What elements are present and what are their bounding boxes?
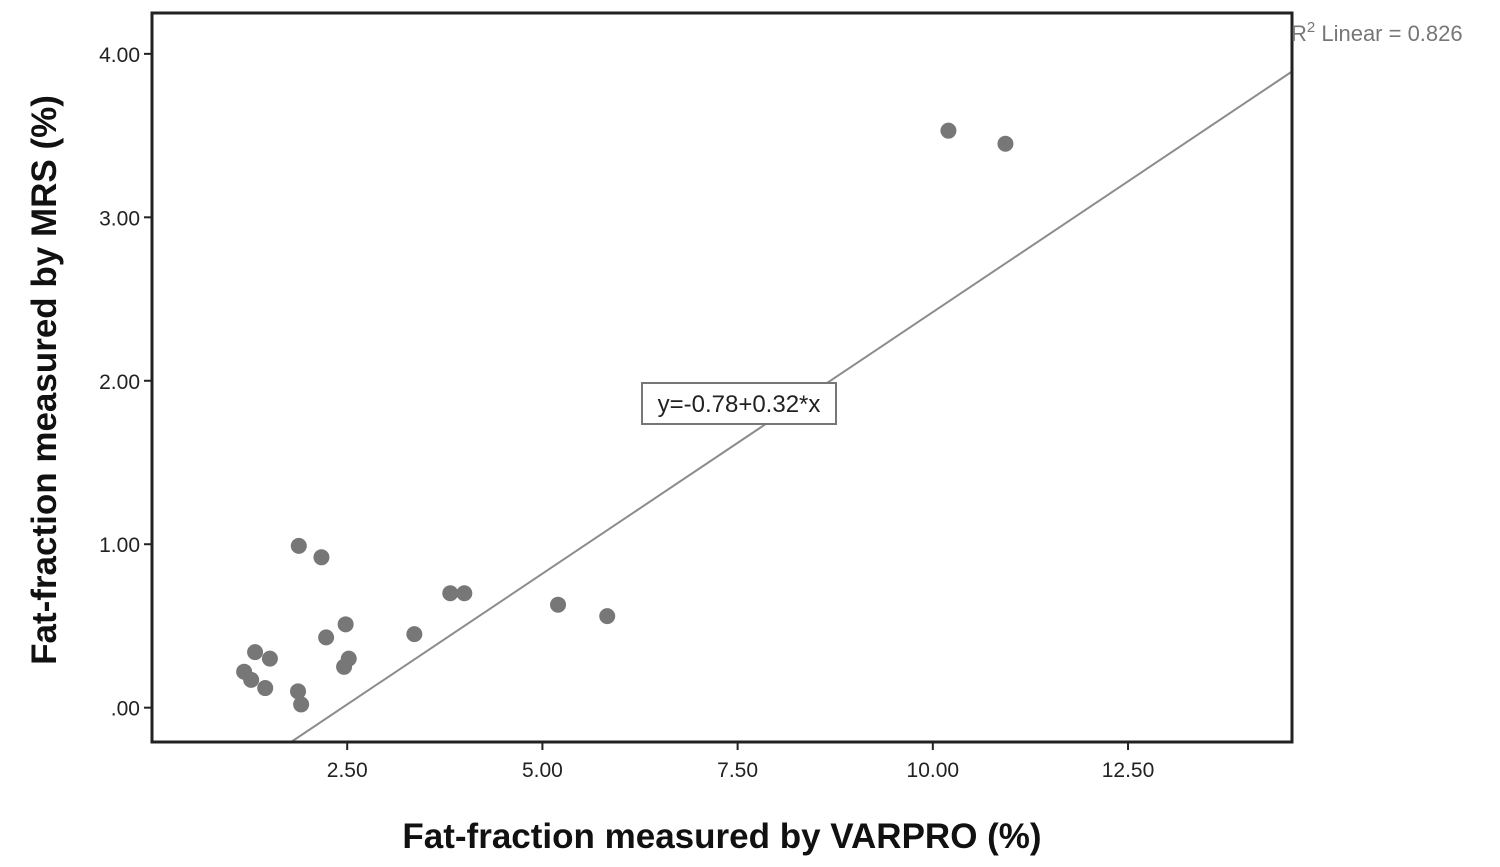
x-tick-label: 7.50 <box>717 759 758 782</box>
data-point <box>261 650 278 667</box>
data-point <box>340 650 357 667</box>
y-tick-label: .00 <box>111 698 140 721</box>
data-points <box>236 122 1014 713</box>
equation-annotation: y=-0.78+0.32*x <box>641 382 837 425</box>
r-squared-prefix: R <box>1291 21 1307 46</box>
data-point <box>456 585 473 602</box>
y-tick-label: 3.00 <box>99 207 140 230</box>
y-axis-title: Fat-fraction measured by MRS (%) <box>25 95 64 665</box>
x-tick-label: 12.50 <box>1102 759 1155 782</box>
plot-frame <box>150 11 1294 744</box>
y-tick-label: 1.00 <box>99 534 140 557</box>
data-point <box>337 616 354 633</box>
data-point <box>406 626 423 643</box>
r-squared-superscript: 2 <box>1307 19 1315 36</box>
data-point <box>243 671 260 688</box>
data-point <box>313 549 330 566</box>
x-axis-ticks: 2.50 5.00 7.50 10.00 12.50 <box>327 742 1155 782</box>
x-axis-title: Fat-fraction measured by VARPRO (%) <box>402 817 1041 856</box>
r-squared-label: R2 Linear = 0.826 <box>1291 19 1463 46</box>
data-point <box>247 644 264 661</box>
data-point <box>318 629 335 646</box>
y-axis-ticks: .00 1.00 2.00 3.00 4.00 <box>99 44 152 721</box>
x-tick-label: 10.00 <box>907 759 960 782</box>
x-tick-label: 2.50 <box>327 759 368 782</box>
data-point <box>257 680 274 697</box>
plot-area <box>236 70 1293 743</box>
data-point <box>599 608 616 625</box>
data-point <box>550 596 567 613</box>
data-point <box>293 696 310 713</box>
y-tick-label: 2.00 <box>99 371 140 394</box>
data-point <box>940 122 957 139</box>
data-point <box>290 537 307 554</box>
equation-label: y=-0.78+0.32*x <box>658 391 821 418</box>
x-tick-label: 5.00 <box>522 759 563 782</box>
y-tick-label: 4.00 <box>99 44 140 67</box>
r-squared-value: Linear = 0.826 <box>1315 21 1462 46</box>
data-point <box>997 135 1014 152</box>
equation-box <box>641 382 837 425</box>
data-point <box>290 683 307 700</box>
data-point <box>442 585 459 602</box>
